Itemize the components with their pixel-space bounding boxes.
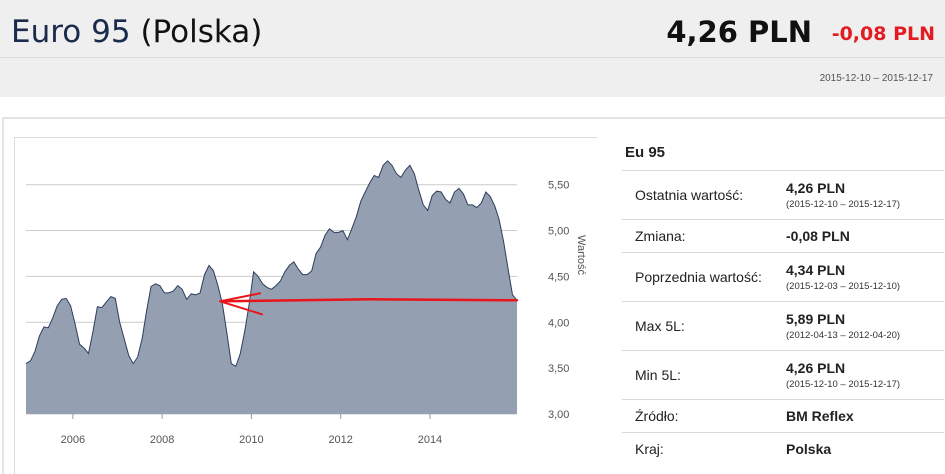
stats-value-period: (2015-12-03 – 2015-12-10) (786, 281, 901, 292)
y-tick-label: 3,50 (548, 363, 569, 375)
stats-label: Max 5L: (622, 301, 774, 351)
page-title: Euro 95 (Polska) (11, 13, 262, 51)
stats-value-main: 4,34 PLN (786, 262, 846, 278)
stats-value: Polska (774, 432, 944, 466)
y-tick-label: 5,50 (548, 180, 569, 192)
stats-value-main: Polska (786, 441, 832, 458)
stats-row: Min 5L: 4,26 PLN (2015-12-10 – 2015-12-17) (622, 350, 944, 400)
stats-value: -0,08 PLN (774, 219, 944, 253)
stats-value: 4,34 PLN (2015-12-03 – 2015-12-10) (774, 252, 944, 302)
stats-row: Kraj: Polska (622, 432, 944, 466)
price-line (25, 160, 518, 368)
x-tick-label: 2012 (328, 434, 352, 446)
y-tick-label: 4,50 (548, 271, 569, 283)
stats-value-main: 4,26 PLN (786, 360, 846, 376)
x-tick-label: 2006 (61, 434, 85, 446)
stats-row: Zmiana: -0,08 PLN (622, 219, 944, 253)
stats-value: 5,89 PLN (2012-04-13 – 2012-04-20) (774, 301, 944, 351)
x-tick-label: 2010 (239, 434, 263, 446)
fuel-name: Euro 95 (11, 14, 131, 50)
x-axis-ticks: 2006 2008 2010 2012 2014 (61, 414, 442, 446)
date-range: 2015-12-10 – 2015-12-17 (819, 73, 933, 84)
stats-label: Ostatnia wartość: (622, 170, 774, 220)
x-tick-label: 2014 (418, 434, 442, 446)
sidebar-title: Eu 95 (625, 144, 666, 161)
stats-label: Min 5L: (622, 350, 774, 400)
stats-label: Kraj: (622, 432, 774, 466)
arrow-shaft (220, 298, 519, 303)
y-axis-ticks: 3,00 3,50 4,00 4,50 5,00 5,50 (548, 180, 569, 421)
stats-value-main: -0,08 PLN (786, 228, 850, 244)
stats-row: Ostatnia wartość: 4,26 PLN (2015-12-10 – 2… (622, 170, 944, 220)
stats-row: Max 5L: 5,89 PLN (2012-04-13 – 2012-04-20) (622, 301, 944, 351)
stats-value: BM Reflex (774, 399, 944, 433)
y-axis-label: Wartość (575, 235, 587, 275)
arrow-head (219, 292, 263, 316)
stats-value-main: BM Reflex (786, 408, 854, 424)
header: Euro 95 (Polska) 4,26 PLN -0,08 PLN 2015… (0, 0, 945, 97)
stats-row: Źródło: BM Reflex (622, 399, 944, 433)
stats-value: 4,26 PLN (2015-12-10 – 2015-12-17) (774, 350, 944, 400)
stats-value-period: (2015-12-10 – 2015-12-17) (786, 199, 901, 210)
country-name: (Polska) (140, 14, 263, 50)
stats-row: Poprzednia wartość: 4,34 PLN (2015-12-03 –… (622, 252, 944, 302)
content-panel (2, 117, 945, 474)
stats-table: Ostatnia wartość: 4,26 PLN (2015-12-10 – 2… (622, 170, 944, 466)
stats-label: Źródło: (622, 399, 774, 433)
chart-frame (14, 137, 597, 474)
red-arrow-annotation (219, 292, 519, 316)
y-tick-label: 5,00 (548, 226, 569, 238)
y-tick-label: 4,00 (548, 317, 569, 329)
header-divider (0, 57, 945, 58)
x-tick-label: 2008 (150, 434, 174, 446)
stats-label: Zmiana: (622, 219, 774, 253)
stats-value-period: (2015-12-10 – 2015-12-17) (786, 379, 901, 390)
price-change: -0,08 PLN (831, 23, 935, 45)
stats-label: Poprzednia wartość: (622, 252, 774, 302)
stats-value-main: 4,26 PLN (786, 180, 846, 196)
stats-value: 4,26 PLN (2015-12-10 – 2015-12-17) (774, 170, 944, 220)
current-price: 4,26 PLN (666, 15, 812, 49)
y-tick-label: 3,00 (548, 409, 569, 421)
stats-value-main: 5,89 PLN (786, 311, 846, 327)
stats-value-period: (2012-04-13 – 2012-04-20) (786, 330, 901, 341)
price-area (26, 160, 517, 414)
